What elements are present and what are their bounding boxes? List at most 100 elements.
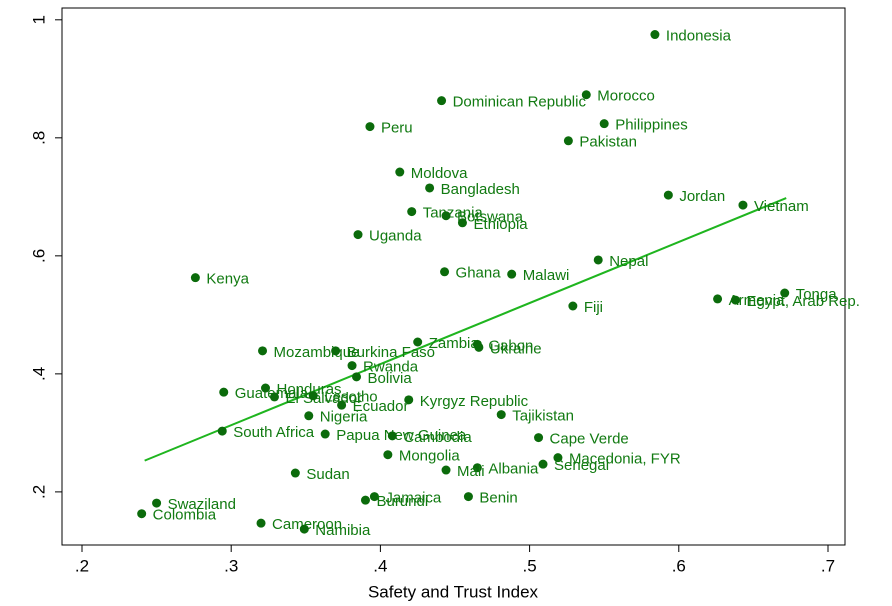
point — [217, 426, 227, 436]
point-label: Cape Verde — [550, 431, 629, 448]
x-tick-label: .2 — [75, 556, 89, 575]
point — [457, 218, 467, 228]
point — [137, 509, 147, 519]
point — [599, 119, 609, 129]
point — [474, 342, 484, 352]
point-label: Philippines — [615, 117, 688, 134]
point — [190, 273, 200, 283]
point — [331, 346, 341, 356]
point-label: Egypt, Arab Rep. — [746, 293, 859, 310]
point-label: Nigeria — [320, 409, 368, 426]
x-tick-label: .3 — [224, 556, 238, 575]
point-label: Malawi — [523, 267, 570, 284]
point — [387, 431, 397, 441]
point-label: Mali — [457, 463, 485, 480]
point — [553, 453, 563, 463]
point-label: Ukraine — [490, 340, 542, 357]
y-tick-label: .6 — [29, 249, 48, 263]
point — [365, 122, 375, 132]
point — [407, 207, 417, 217]
point — [219, 387, 229, 397]
point — [563, 136, 573, 146]
point-label: South Africa — [233, 424, 315, 441]
point-label: Tajikistan — [512, 408, 574, 425]
point — [395, 167, 405, 177]
point — [347, 361, 357, 371]
point — [258, 346, 268, 356]
point — [496, 410, 506, 420]
point-label: Mongolia — [399, 448, 461, 465]
point-label: Vietnam — [754, 198, 809, 215]
point-label: Rwanda — [363, 359, 419, 376]
point — [441, 465, 451, 475]
point — [440, 267, 450, 277]
point-label: Ethiopia — [473, 216, 528, 233]
point-label: Gabon — [488, 337, 533, 354]
point-label: Kyrgyz Republic — [420, 393, 529, 410]
point-label: Burundi — [376, 493, 428, 510]
point-label: Burkina Faso — [347, 344, 435, 361]
point-label: Bolivia — [368, 370, 413, 387]
fit-line — [144, 197, 787, 462]
point — [463, 492, 473, 502]
point — [663, 190, 673, 200]
point — [534, 433, 544, 443]
point-label: Swaziland — [168, 496, 236, 513]
point-label: Kenya — [206, 271, 249, 288]
point-label: Senegal — [554, 457, 609, 474]
plot-frame — [61, 7, 846, 546]
x-tick-label: .6 — [672, 556, 686, 575]
point-label: Peru — [381, 120, 413, 137]
point-label: Honduras — [277, 381, 342, 398]
point-label: Ghana — [456, 265, 502, 282]
point — [441, 211, 451, 221]
point — [730, 295, 740, 305]
point — [352, 372, 362, 382]
point-label: Papua New Guinea — [336, 427, 467, 444]
point-label: Lesotho — [324, 389, 377, 406]
point — [261, 383, 271, 393]
y-tick-label: .4 — [29, 367, 48, 381]
point-label: Cameroon — [272, 516, 342, 533]
point — [304, 411, 314, 421]
point — [437, 96, 447, 106]
point-label: Cambodia — [403, 429, 472, 446]
point-label: Albania — [488, 461, 539, 478]
point — [290, 468, 300, 478]
point-label: Jordan — [679, 188, 725, 205]
point — [425, 183, 435, 193]
point — [413, 337, 423, 347]
point — [152, 498, 162, 508]
point — [738, 200, 748, 210]
point-label: Colombia — [153, 507, 217, 524]
point-label: Macedonia, FYR — [569, 451, 681, 468]
point-label: Nepal — [609, 253, 648, 270]
point — [472, 463, 482, 473]
point — [269, 392, 279, 402]
x-tick-label: .5 — [522, 556, 536, 575]
point — [337, 400, 347, 410]
point-label: Benin — [479, 490, 517, 507]
point — [308, 391, 318, 401]
point-label: Indonesia — [666, 28, 732, 45]
point-label: Bangladesh — [441, 181, 520, 198]
x-axis-label: Safety and Trust Index — [368, 582, 539, 601]
point — [256, 518, 266, 528]
point — [507, 269, 517, 279]
point — [713, 294, 723, 304]
point-label: Tanzania — [423, 205, 484, 222]
y-tick-label: 1 — [29, 15, 48, 24]
x-tick-label: .4 — [373, 556, 387, 575]
point — [320, 429, 330, 439]
point-label: Botswana — [457, 209, 524, 226]
point — [383, 450, 393, 460]
point-label: Jamaica — [385, 490, 442, 507]
point-label: Ecuador — [353, 398, 409, 415]
point-label: Sudan — [306, 466, 349, 483]
point-label: Morocco — [597, 88, 655, 105]
point — [581, 90, 591, 100]
x-tick-label: .7 — [821, 556, 835, 575]
point-label: Fiji — [584, 299, 603, 316]
y-tick-label: .2 — [29, 485, 48, 499]
